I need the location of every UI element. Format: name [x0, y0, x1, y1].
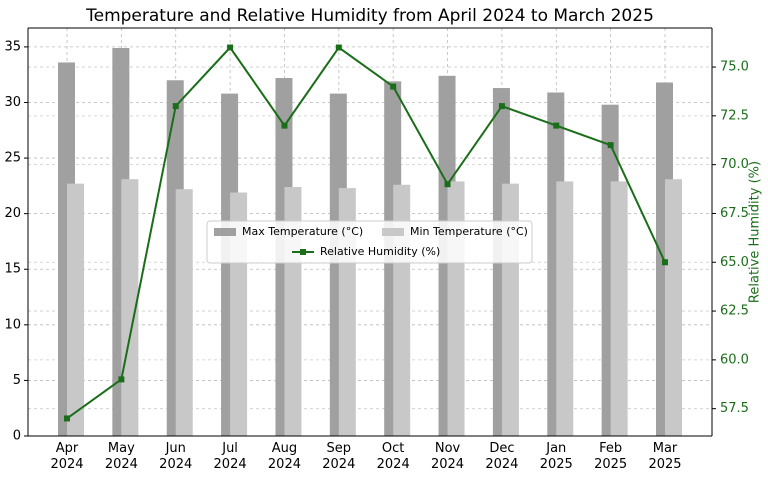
y2-axis-label: Relative Humidity (%)	[748, 161, 763, 303]
bar	[556, 181, 574, 436]
y2-tick-label: 60.0	[720, 352, 749, 367]
legend-swatch	[300, 249, 306, 255]
bar	[665, 179, 682, 436]
x-tick-label: Jul 2024	[213, 441, 247, 472]
legend-label: Relative Humidity (%)	[320, 245, 440, 258]
x-tick-label: Jan 2025	[539, 441, 573, 472]
bar	[121, 179, 139, 436]
y2-tick-label: 72.5	[720, 108, 749, 123]
y2-tick-label: 75.0	[720, 60, 749, 75]
marker	[172, 103, 179, 110]
x-tick-label: Jun 2024	[159, 441, 193, 472]
marker	[662, 259, 668, 266]
marker	[390, 83, 397, 90]
legend-swatch	[382, 228, 404, 236]
y2-tick-label: 57.5	[720, 401, 749, 416]
x-tick-label: Sep 2024	[322, 441, 356, 472]
marker	[498, 103, 505, 110]
x-tick-label: Nov 2024	[430, 441, 465, 472]
y-tick-label: 35	[4, 39, 21, 54]
x-tick-label: Oct 2024	[376, 441, 410, 472]
y-tick-label: 15	[4, 262, 21, 277]
chart-title: Temperature and Relative Humidity from A…	[85, 6, 654, 26]
y2-tick-label: 67.5	[720, 206, 749, 221]
legend-label: Max Temperature (°C)	[242, 225, 363, 238]
marker	[118, 376, 125, 383]
bar	[175, 189, 193, 436]
bar	[610, 181, 628, 436]
y2-tick-label: 62.5	[720, 304, 749, 319]
marker	[227, 44, 234, 51]
y-tick-label: 25	[4, 151, 21, 166]
legend-swatch	[214, 228, 236, 236]
marker	[444, 181, 451, 188]
bar	[447, 181, 465, 436]
x-tick-label: Apr 2024	[50, 441, 84, 472]
x-tick-label: Dec 2024	[485, 441, 519, 472]
y2-tick-label: 65.0	[720, 255, 749, 270]
y-tick-label: 20	[4, 206, 21, 221]
x-tick-label: Aug 2024	[267, 441, 301, 472]
legend-box	[206, 220, 533, 264]
y-tick-label: 10	[4, 317, 21, 332]
x-tick-label: Mar 2025	[648, 441, 682, 472]
y-tick-label: 5	[13, 373, 21, 388]
legend-label: Min Temperature (°C)	[410, 225, 528, 238]
bar	[67, 183, 84, 436]
marker	[335, 44, 342, 51]
marker	[281, 122, 288, 129]
y-tick-label: 0	[13, 429, 21, 444]
marker	[64, 415, 70, 422]
line	[66, 45, 666, 420]
x-tick-label: Feb 2025	[594, 441, 628, 472]
y-tick-label: 30	[4, 95, 21, 110]
marker	[607, 142, 614, 149]
marker	[553, 122, 560, 129]
y2-tick-label: 70.0	[720, 157, 749, 172]
x-tick-label: May 2024	[104, 441, 138, 472]
